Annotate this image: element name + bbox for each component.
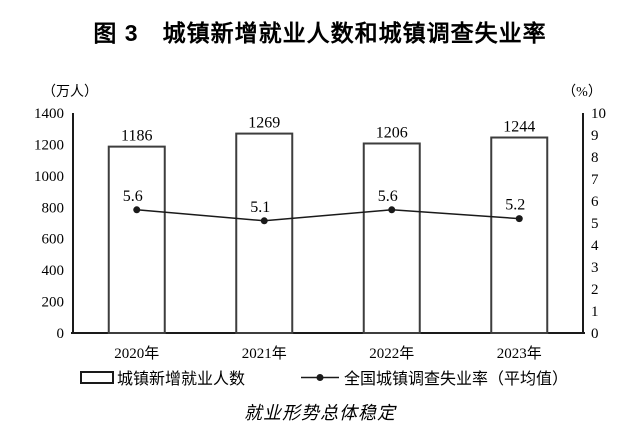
right-axis-tick-label: 4	[591, 238, 599, 254]
rate-line	[136, 209, 520, 222]
line-value-label: 5.1	[250, 199, 270, 216]
chart-title: 图 3 城镇新增就业人数和城镇调查失业率	[93, 20, 547, 46]
right-axis-tick-label: 8	[591, 150, 599, 166]
left-axis-tick-label: 400	[42, 263, 65, 279]
line-marker	[515, 215, 523, 223]
legend-line-label: 全国城镇调查失业率（平均值）	[344, 370, 568, 388]
bar	[107, 145, 166, 334]
right-axis-tick-label: 6	[591, 194, 599, 210]
legend-bar-label: 城镇新增就业人数	[117, 370, 245, 388]
left-axis-tick-label: 1200	[34, 137, 64, 153]
left-axis-tick-label: 0	[57, 326, 65, 342]
right-axis-tick-label: 3	[591, 260, 599, 276]
left-axis-tick-label: 600	[42, 232, 65, 248]
line-value-label: 5.2	[505, 197, 525, 214]
x-axis-label: 2021年	[242, 345, 287, 362]
x-axis-label: 2022年	[369, 345, 414, 362]
right-axis-tick-label: 7	[591, 172, 599, 188]
bar-value-label: 1244	[503, 119, 535, 136]
right-axis-tick-label: 0	[591, 326, 599, 342]
x-axis-label: 2020年	[114, 345, 159, 362]
line-marker	[388, 206, 396, 214]
legend-bar-swatch	[80, 371, 114, 384]
right-axis-tick-label: 5	[591, 216, 599, 232]
chart-caption: 就业形势总体稳定	[244, 403, 396, 423]
line-value-label: 5.6	[378, 188, 398, 205]
bar-value-label: 1186	[121, 128, 152, 145]
right-axis-unit-label: （%）	[562, 84, 602, 100]
left-axis-tick-label: 1000	[34, 169, 64, 185]
legend-line-marker-icon	[316, 374, 324, 381]
bar	[490, 136, 549, 334]
x-axis-label: 2023年	[497, 345, 542, 362]
left-axis-tick-label: 1400	[34, 106, 64, 122]
bar-value-label: 1269	[248, 115, 280, 132]
line-marker	[133, 206, 141, 214]
left-axis-tick-label: 800	[42, 200, 65, 216]
right-axis-tick-label: 1	[591, 304, 599, 320]
line-value-label: 5.6	[123, 188, 143, 205]
right-axis-tick-label: 9	[591, 128, 599, 144]
line-marker	[260, 217, 268, 225]
bar	[362, 142, 421, 334]
right-axis-tick-label: 2	[591, 282, 599, 298]
right-axis-tick-label: 10	[591, 106, 606, 122]
bar	[235, 132, 294, 334]
left-axis-tick-label: 200	[42, 295, 65, 311]
left-axis-unit-label: （万人）	[42, 84, 98, 100]
bar-value-label: 1206	[376, 124, 408, 141]
